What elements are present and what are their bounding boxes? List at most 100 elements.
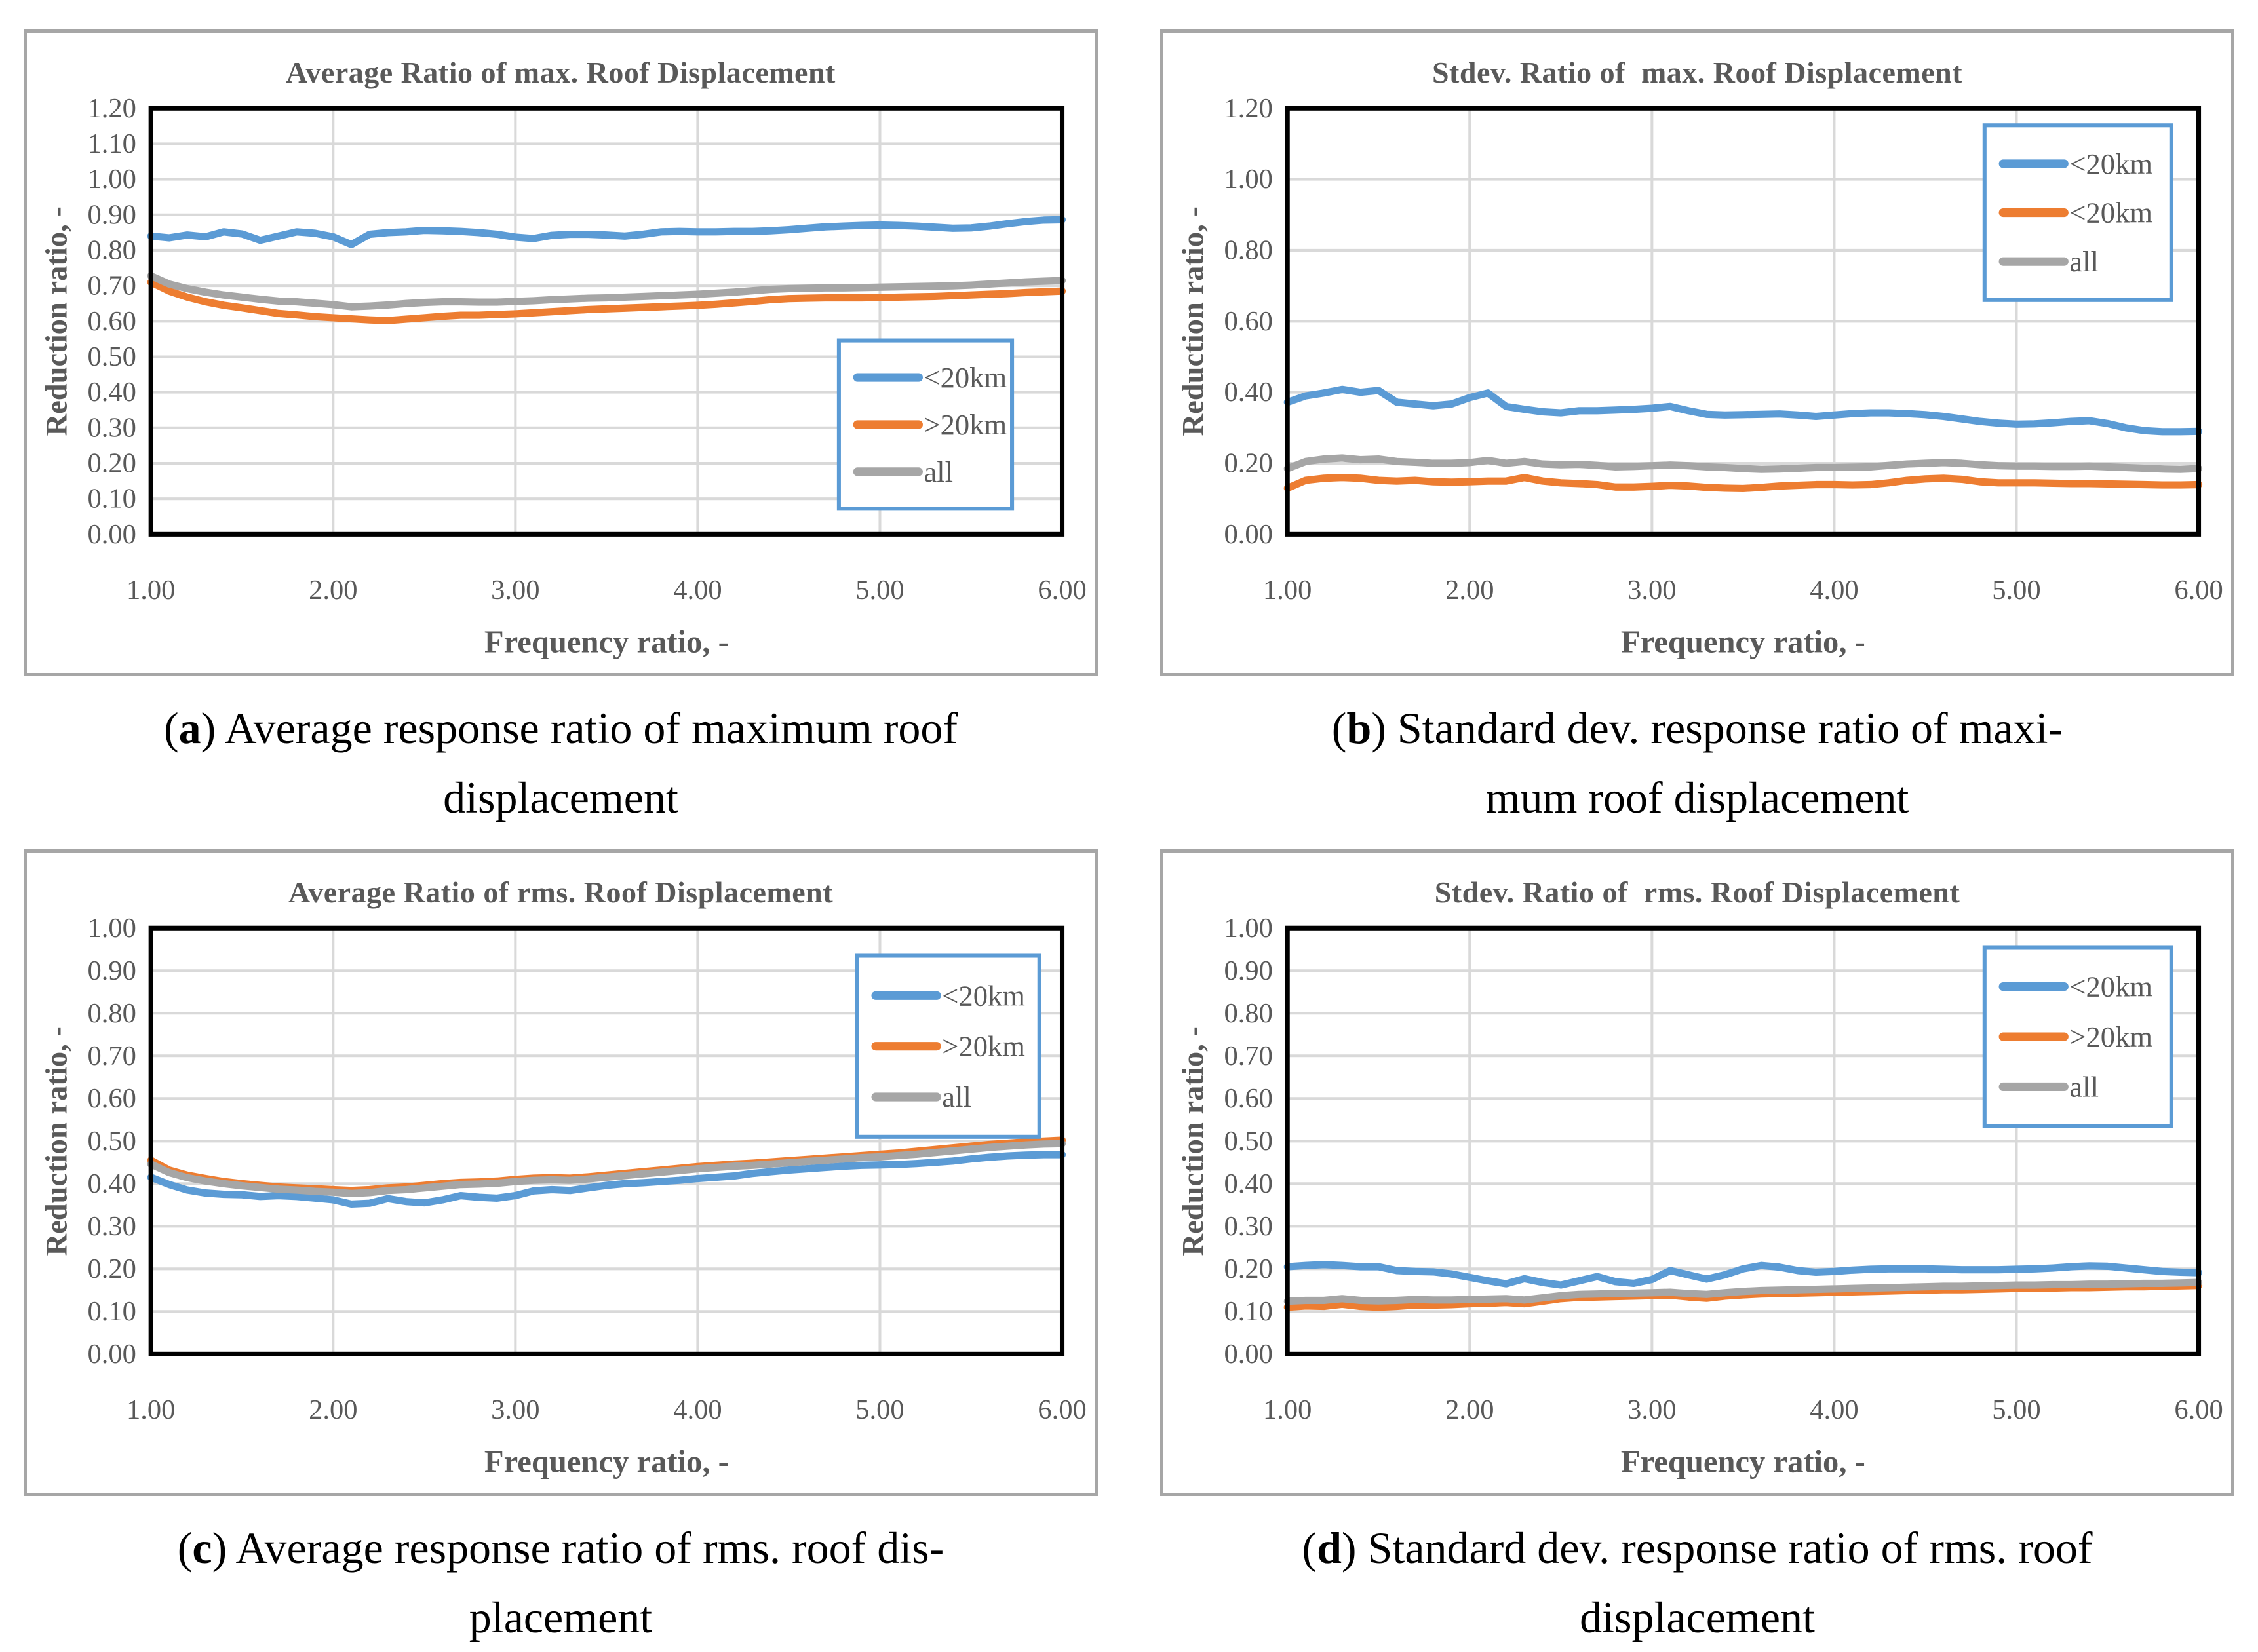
svg-text:3.00: 3.00 bbox=[491, 1394, 539, 1425]
caption-tag-c: c bbox=[192, 1522, 212, 1573]
svg-text:1.00: 1.00 bbox=[127, 1394, 175, 1425]
chart-title-d: Stdev. Ratio of rms. Roof Displacement bbox=[1434, 875, 1960, 909]
legend-label: >20km bbox=[942, 1030, 1025, 1063]
svg-text:6.00: 6.00 bbox=[2174, 1394, 2223, 1425]
svg-text:0.30: 0.30 bbox=[88, 412, 136, 443]
svg-text:0.00: 0.00 bbox=[88, 519, 136, 550]
series-line-orange bbox=[1283, 474, 2203, 493]
svg-text:1.00: 1.00 bbox=[127, 575, 175, 605]
chart-c: 0.00 0.10 0.20 0.30 0.40 0.50 0.60 0.70 0.80 0.90… bbox=[35, 915, 1087, 1489]
chart-d: 0.00 0.10 0.20 0.30 0.40 0.50 0.60 0.70 0.80 0.90… bbox=[1171, 915, 2223, 1489]
svg-text:0.30: 0.30 bbox=[1224, 1211, 1273, 1242]
chart-svg-c: 0.00 0.10 0.20 0.30 0.40 0.50 0.60 0.70 0.80 0.90… bbox=[41, 915, 1087, 1480]
x-axis-label: Frequency ratio, - bbox=[484, 1444, 729, 1479]
caption-paren-close: ) bbox=[212, 1522, 227, 1573]
caption-paren-close: ) bbox=[1371, 702, 1386, 753]
caption-tag-d: d bbox=[1317, 1522, 1342, 1573]
svg-text:0.50: 0.50 bbox=[88, 341, 136, 372]
caption-a-line-2: displacement bbox=[443, 772, 678, 822]
chart-title-a: Average Ratio of max. Roof Displacement bbox=[286, 56, 836, 89]
x-axis-label: Frequency ratio, - bbox=[1621, 624, 1865, 660]
svg-text:2.00: 2.00 bbox=[1445, 575, 1494, 605]
svg-text:0.40: 0.40 bbox=[88, 377, 136, 408]
panel-b: Stdev. Ratio of max. Roof Displacement 0… bbox=[1160, 29, 2234, 832]
svg-text:4.00: 4.00 bbox=[673, 1394, 722, 1425]
y-axis-label: Reduction ratio, - bbox=[41, 206, 74, 436]
chart-svg-b: 0.00 0.20 0.40 0.60 0.80 1.00 1.20 1.00 2.00 3.00… bbox=[1177, 95, 2223, 660]
caption-b-line-1: (b) Standard dev. response ratio of maxi… bbox=[1160, 693, 2234, 763]
legend: <20km <20km all bbox=[1982, 123, 2173, 302]
series-line-blue bbox=[1283, 385, 2203, 436]
panel-d: Stdev. Ratio of rms. Roof Displacement 0… bbox=[1160, 849, 2234, 1652]
chart-frame-c: Average Ratio of rms. Roof Displacement … bbox=[24, 849, 1098, 1496]
svg-text:0.80: 0.80 bbox=[88, 235, 136, 265]
caption-tag-b: b bbox=[1346, 702, 1372, 753]
svg-text:4.00: 4.00 bbox=[1810, 575, 1858, 605]
svg-text:0.80: 0.80 bbox=[1224, 998, 1273, 1029]
legend-label: <20km bbox=[924, 361, 1007, 394]
caption-b-line-2: mum roof displacement bbox=[1485, 772, 1909, 822]
svg-text:0.10: 0.10 bbox=[88, 1296, 136, 1327]
svg-text:6.00: 6.00 bbox=[1038, 575, 1086, 605]
svg-text:6.00: 6.00 bbox=[1038, 1394, 1086, 1425]
chart-frame-d: Stdev. Ratio of rms. Roof Displacement 0… bbox=[1160, 849, 2234, 1496]
svg-text:0.70: 0.70 bbox=[1224, 1041, 1273, 1071]
legend-label: <20km bbox=[2069, 197, 2152, 229]
svg-text:0.90: 0.90 bbox=[88, 199, 136, 230]
svg-text:3.00: 3.00 bbox=[491, 575, 539, 605]
legend-label: <20km bbox=[2069, 147, 2152, 180]
chart-title-b: Stdev. Ratio of max. Roof Displacement bbox=[1431, 56, 1963, 89]
svg-text:0.30: 0.30 bbox=[88, 1211, 136, 1242]
svg-text:0.40: 0.40 bbox=[1224, 377, 1273, 408]
legend-label: <20km bbox=[2069, 970, 2152, 1003]
y-tick-labels: 0.00 0.10 0.20 0.30 0.40 0.50 0.60 0.70 0.80 0.90… bbox=[1224, 915, 1273, 1370]
series-lines bbox=[147, 216, 1066, 324]
svg-text:0.00: 0.00 bbox=[1224, 1339, 1273, 1370]
caption-d-line-2: displacement bbox=[1580, 1592, 1815, 1642]
caption-a-line-1: (a) Average response ratio of maximum ro… bbox=[24, 693, 1098, 763]
caption-c: (c) Average response ratio of rms. roof … bbox=[24, 1513, 1098, 1652]
legend-label: >20km bbox=[2069, 1020, 2152, 1053]
svg-text:1.00: 1.00 bbox=[1224, 164, 1273, 195]
series-line-blue bbox=[1283, 1261, 2203, 1289]
svg-text:0.40: 0.40 bbox=[88, 1168, 136, 1199]
svg-text:0.60: 0.60 bbox=[1224, 1083, 1273, 1114]
x-tick-labels: 1.00 2.00 3.00 4.00 5.00 6.00 bbox=[127, 1394, 1087, 1425]
x-axis-label: Frequency ratio, - bbox=[1621, 1444, 1865, 1479]
svg-text:0.20: 0.20 bbox=[1224, 1254, 1273, 1284]
panel-a: Average Ratio of max. Roof Displacement … bbox=[24, 29, 1098, 832]
svg-text:2.00: 2.00 bbox=[309, 1394, 357, 1425]
caption-d-line-1: (d) Standard dev. response ratio of rms.… bbox=[1160, 1513, 2234, 1583]
svg-text:1.00: 1.00 bbox=[1263, 1394, 1312, 1425]
svg-text:0.70: 0.70 bbox=[88, 271, 136, 301]
series-line-gray bbox=[1283, 1278, 2203, 1305]
svg-text:1.00: 1.00 bbox=[1263, 575, 1312, 605]
series-line-blue bbox=[147, 1151, 1066, 1208]
series-line-gray bbox=[1283, 454, 2203, 473]
caption-a: (a) Average response ratio of maximum ro… bbox=[24, 693, 1098, 832]
caption-paren-open: ( bbox=[177, 1522, 193, 1573]
caption-text: Standard dev. response ratio of maxi- bbox=[1386, 702, 2063, 753]
plot-border bbox=[1285, 925, 2202, 1356]
y-tick-labels: 0.00 0.10 0.20 0.30 0.40 0.50 0.60 0.70 0.80 0.90… bbox=[88, 95, 136, 550]
svg-text:0.20: 0.20 bbox=[88, 1254, 136, 1284]
svg-text:1.10: 1.10 bbox=[88, 128, 136, 159]
legend: <20km >20km all bbox=[1982, 945, 2173, 1128]
x-tick-labels: 1.00 2.00 3.00 4.00 5.00 6.00 bbox=[1263, 575, 2223, 605]
svg-text:0.90: 0.90 bbox=[1224, 955, 1273, 986]
series-line-gray bbox=[147, 1140, 1066, 1197]
x-axis-label: Frequency ratio, - bbox=[484, 624, 729, 660]
y-axis-label: Reduction ratio, - bbox=[1177, 206, 1211, 436]
svg-text:1.00: 1.00 bbox=[88, 915, 136, 944]
legend-label: all bbox=[942, 1081, 971, 1113]
svg-text:1.20: 1.20 bbox=[88, 95, 136, 124]
chart-svg-a: 0.00 0.10 0.20 0.30 0.40 0.50 0.60 0.70 0.80 0.90… bbox=[41, 95, 1087, 660]
svg-text:0.50: 0.50 bbox=[88, 1126, 136, 1157]
svg-text:0.50: 0.50 bbox=[1224, 1126, 1273, 1157]
svg-text:1.00: 1.00 bbox=[1224, 915, 1273, 944]
svg-text:3.00: 3.00 bbox=[1627, 1394, 1676, 1425]
chart-svg-d: 0.00 0.10 0.20 0.30 0.40 0.50 0.60 0.70 0.80 0.90… bbox=[1177, 915, 2223, 1480]
legend-label: <20km bbox=[942, 979, 1025, 1012]
legend-label: all bbox=[924, 455, 954, 488]
